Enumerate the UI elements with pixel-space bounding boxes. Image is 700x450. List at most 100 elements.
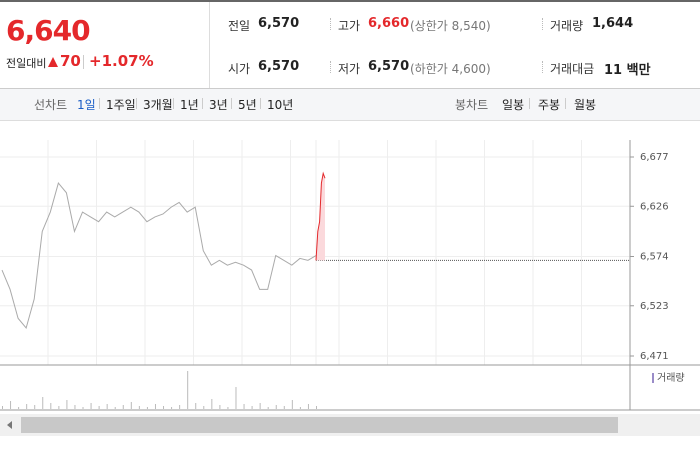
volume-bar [34,405,36,409]
volume-bar [2,406,3,409]
stat-value: 11 백만 [604,63,651,78]
volume-bar [267,407,269,409]
change-label: 전일대비 [6,57,47,70]
tab-separator [231,98,232,109]
stat-label: 저가 [338,62,361,76]
volume-bar [259,403,261,409]
tab-separator [260,98,261,109]
stat-value: 6,570 [258,16,300,31]
cell-divider [330,61,332,73]
volume-bar [171,407,173,409]
tab-separator [173,98,174,109]
tab-separator [136,98,137,109]
volume-bar [219,405,221,409]
cell-divider [330,18,332,30]
stat-label: 고가 [338,19,361,33]
top-border [0,0,700,2]
volume-bar [74,405,76,409]
y-tick-label: 6,626 [640,201,669,212]
today-line [315,171,326,261]
stat-label: 거래대금 [550,62,595,76]
scroll-thumb[interactable] [21,417,618,433]
volume-bar [291,400,293,409]
volume-bar [114,407,116,409]
tab[interactable]: 3개월 [143,98,173,112]
stat-label: 시가 [228,62,251,76]
volume-bar [179,405,181,409]
volume-bar [66,400,68,409]
volume-bar [42,397,44,409]
y-tick-label: 6,471 [640,351,669,362]
stat-value: 6,660 [368,16,410,31]
stat-sub: (하한가 4,600) [410,62,491,76]
tab[interactable]: 5년 [238,98,257,112]
tab-separator [529,98,530,109]
stat-value: 6,570 [258,59,300,74]
volume-bar [58,406,60,409]
today-area [316,173,325,261]
volume-bar [146,407,148,409]
volume-bar [82,407,84,409]
tab[interactable]: 일봉 [502,98,525,112]
volume-bar [275,405,277,409]
stat-sub: (상한가 8,540) [410,19,491,33]
stat-value: 1,644 [592,16,634,31]
change: 70 [60,52,81,70]
volume-bar [106,404,108,409]
volume-bar [154,404,156,409]
volume-bar [163,406,165,409]
volume-bar [50,403,52,409]
volume-bar [98,406,100,409]
up-arrow [48,57,58,67]
change-rate: +1.07% [89,52,154,70]
volume-bar [122,405,124,409]
tab-bar [0,88,700,121]
volume-bar [18,407,20,409]
tab-separator [99,98,100,109]
volume-bar [130,402,132,409]
stat-label: 거래량 [550,19,584,33]
scroll-left[interactable] [5,420,15,430]
tab[interactable]: 10년 [267,98,294,112]
volume-bar [26,404,28,409]
volume-bar [307,404,309,409]
y-tick-label: 6,677 [640,152,669,163]
tab[interactable]: 1주일 [106,98,136,112]
y-tick-label: 6,523 [640,301,669,312]
tab-group-label: 봉차트 [455,98,489,112]
tab[interactable]: 월봉 [574,98,597,112]
tab[interactable]: 3년 [209,98,228,112]
volume-bar [243,404,245,409]
volume-bar [195,403,197,409]
separator [83,55,84,69]
y-tick-label: 6,574 [640,252,669,263]
volume-bar [211,399,213,409]
volume-bar [203,406,205,409]
tab[interactable]: 주봉 [538,98,561,112]
divider [209,2,210,88]
volume-bar [187,371,189,409]
volume-bar [316,406,317,409]
stat-value: 6,570 [368,59,410,74]
volume-bar [235,387,237,409]
price-line [1,182,317,330]
price: 6,640 [6,14,91,47]
tab-separator [565,98,566,109]
legend-label: 거래량 [657,372,685,384]
volume-bar [283,406,285,409]
tab[interactable]: 1일 [77,98,96,112]
volume-bar [299,407,301,409]
cell-divider [542,18,544,30]
tab-group-label: 선차트 [34,98,68,112]
cell-divider [542,61,544,73]
volume-bar [10,401,12,409]
volume-bar [251,406,253,409]
tab-separator [202,98,203,109]
volume-bar [138,406,140,409]
volume-bar [90,403,92,409]
volume-bar [227,407,229,409]
stat-label: 전일 [228,19,251,33]
tab[interactable]: 1년 [180,98,199,112]
